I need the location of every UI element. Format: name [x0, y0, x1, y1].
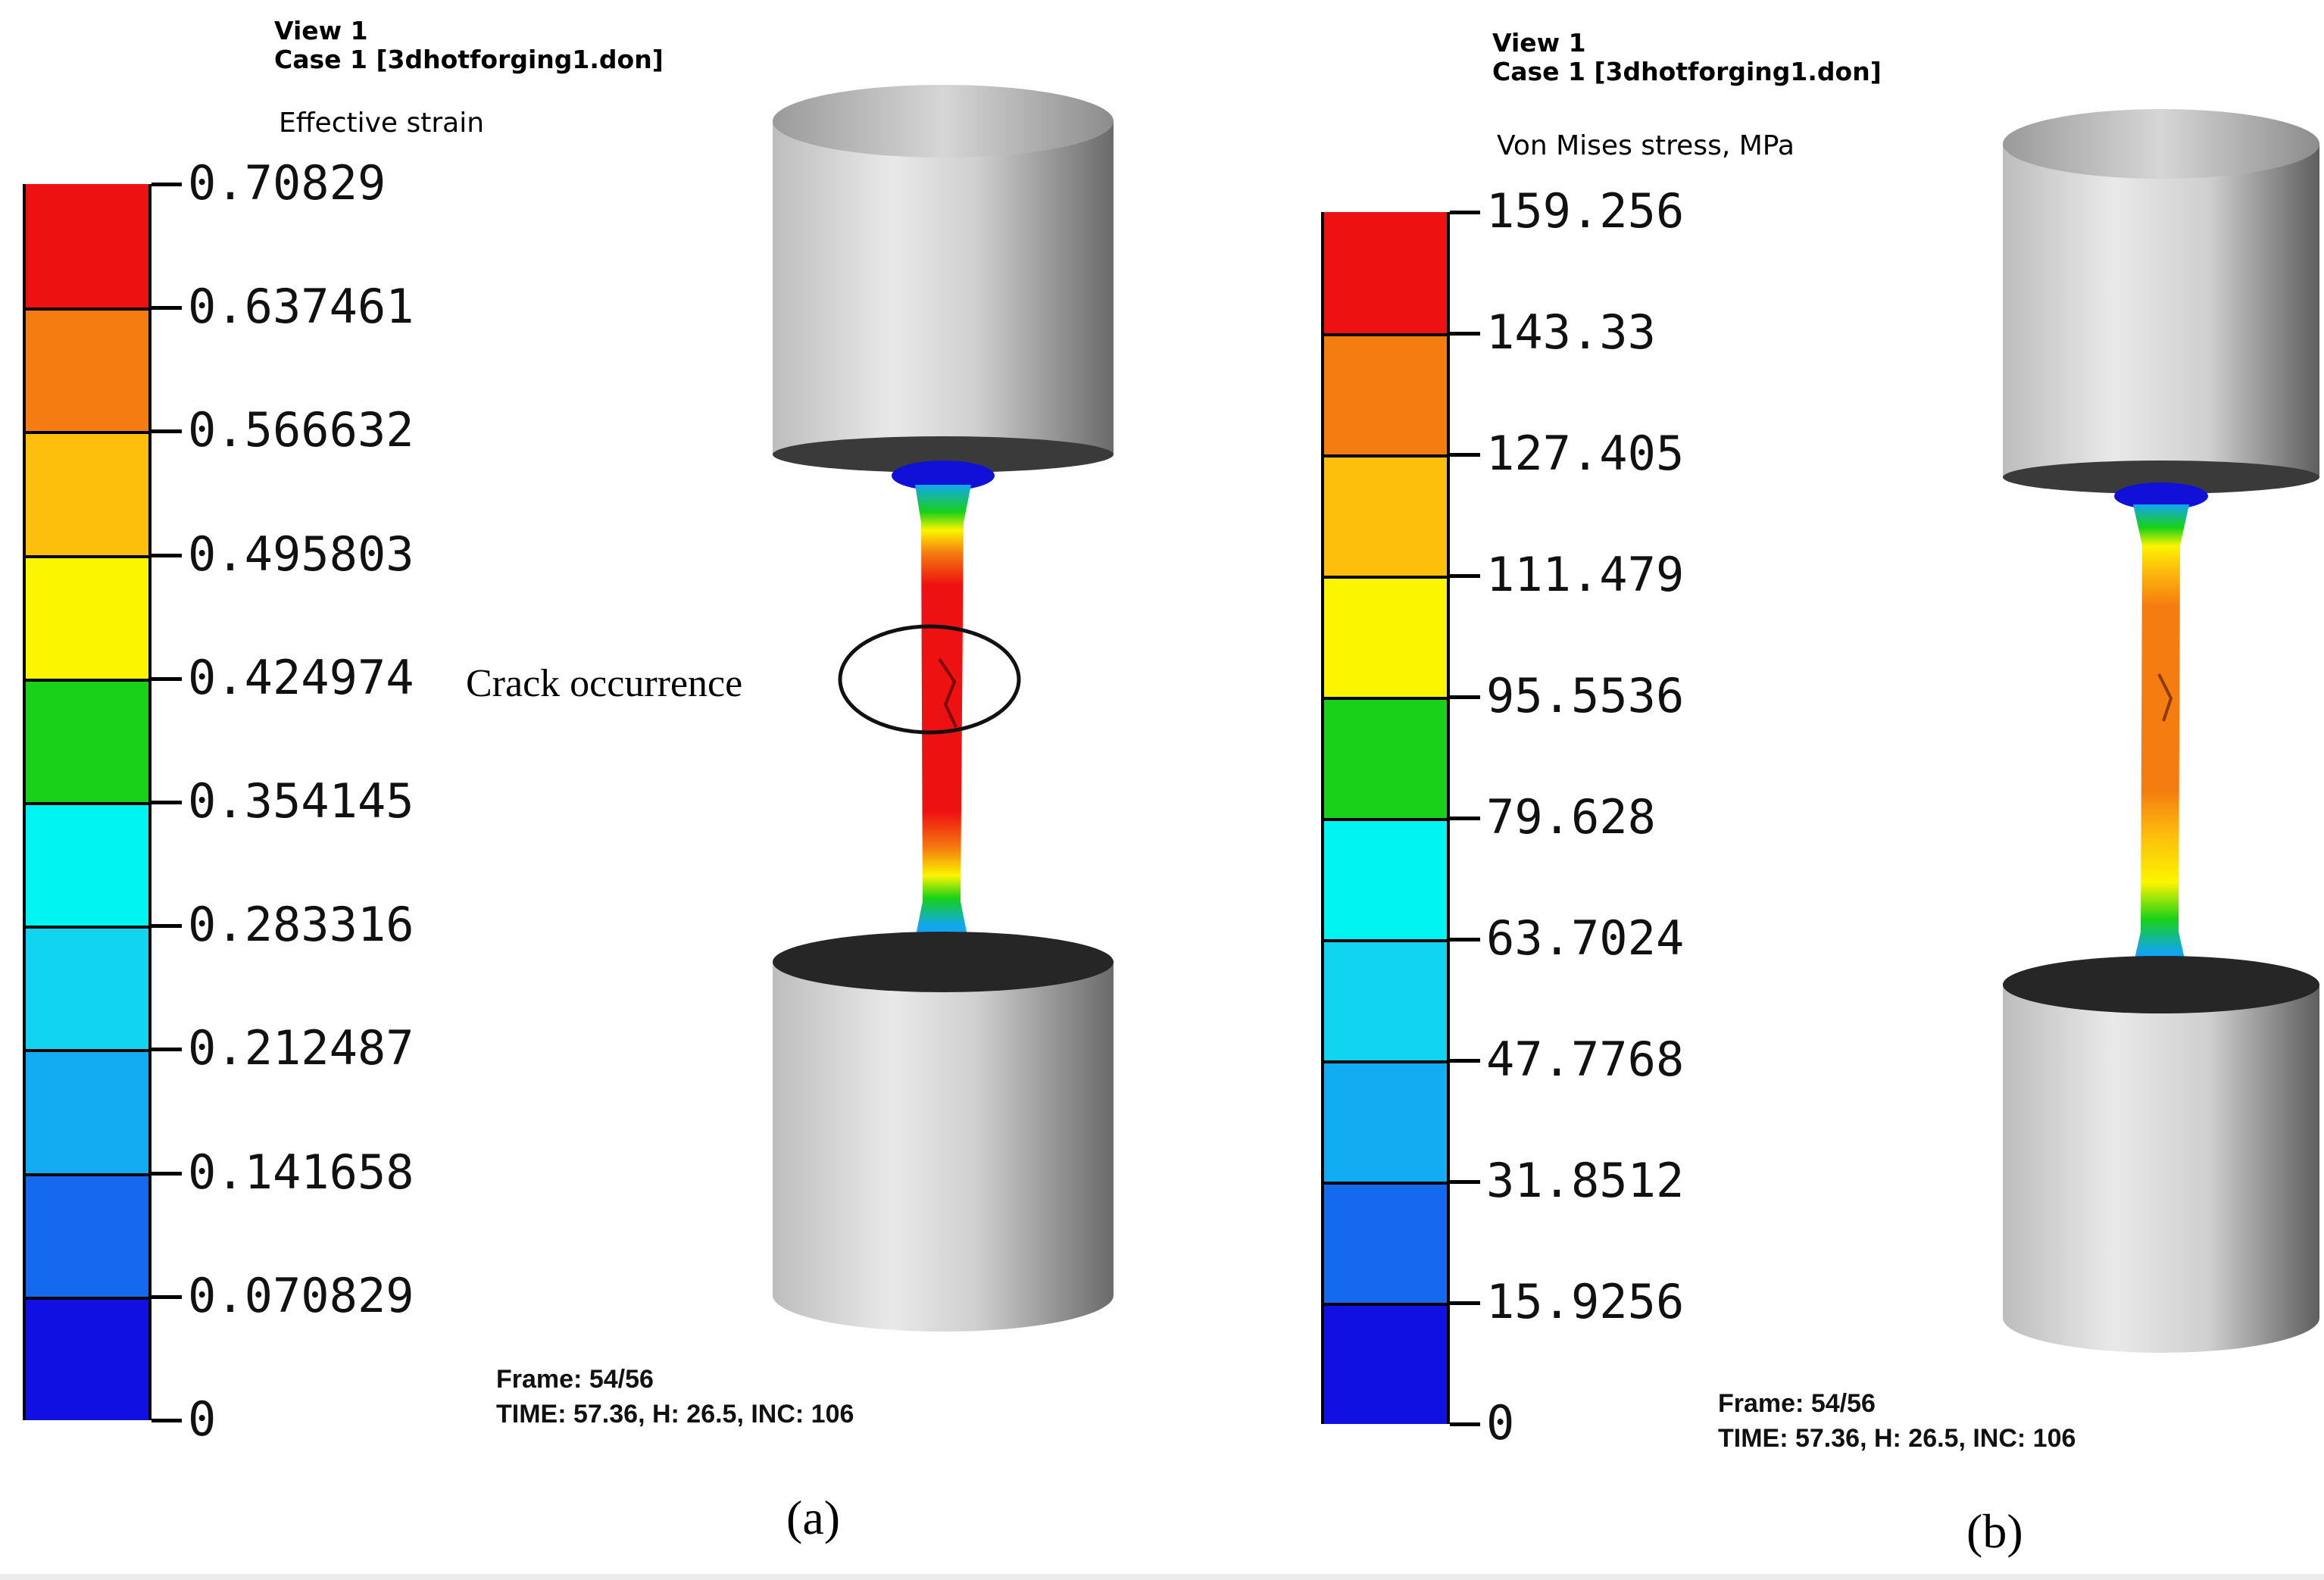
caption-a: (a) [786, 1491, 841, 1544]
legend-tick-label: 0.424974 [188, 649, 414, 705]
caption-b: (b) [1966, 1504, 2023, 1558]
time-label: TIME: 57.36, H: 26.5, INC: 106 [1718, 1424, 2076, 1453]
view-label: View 1 [1492, 28, 1586, 58]
legend-band [1324, 454, 1447, 576]
legend-band [26, 308, 148, 432]
legend-tick-label: 0.283316 [188, 897, 414, 953]
legend-band [26, 431, 148, 555]
frame-label: Frame: 54/56 [496, 1365, 654, 1394]
case-label: Case 1 [3dhotforging1.don] [1492, 57, 1882, 86]
time-label: TIME: 57.36, H: 26.5, INC: 106 [496, 1400, 854, 1429]
legend-tick-label: 0.354145 [188, 773, 414, 829]
legend-tick-label: 79.628 [1486, 789, 1656, 845]
legend-tick-label: 0.495803 [188, 526, 414, 582]
legend-tick [151, 429, 182, 434]
bottom-die [2003, 956, 2319, 1353]
legend-tick-label: 0 [1486, 1395, 1515, 1450]
specimen-model [2003, 109, 2319, 1353]
legend-tick [1450, 1059, 1480, 1063]
specimen-neck [890, 461, 996, 971]
specimen-neck [2111, 482, 2211, 991]
legend-tick [151, 801, 182, 804]
legend-tick-label: 0 [188, 1391, 217, 1447]
legend-tick [151, 1419, 182, 1422]
legend-tick [151, 183, 182, 186]
legend-tick-label: 95.5536 [1486, 668, 1685, 723]
frame-label: Frame: 54/56 [1718, 1389, 1876, 1418]
crack-ellipse-marker [838, 624, 1021, 735]
legend-tick [1450, 211, 1480, 214]
legend-tick-label: 127.405 [1486, 426, 1685, 481]
legend-band [1324, 1182, 1447, 1303]
legend-tick [1450, 574, 1480, 578]
legend-tick [151, 1171, 182, 1176]
legend-band [26, 1173, 148, 1297]
legend-tick [151, 924, 182, 929]
legend-band [1324, 333, 1447, 454]
legend-tick [1450, 1422, 1480, 1426]
legend-band [26, 1049, 148, 1173]
bottom-die [773, 932, 1114, 1332]
specimen-model [773, 85, 1114, 1332]
crack-annotation-label: Crack occurrence [466, 662, 743, 705]
top-die [2003, 109, 2319, 494]
legend-tick [1450, 332, 1480, 336]
legend-tick [1450, 1301, 1480, 1305]
legend-tick-label: 63.7024 [1486, 910, 1685, 966]
legend-tick [1450, 695, 1480, 699]
legend-band [1324, 818, 1447, 939]
legend-tick-label: 0.637461 [188, 279, 414, 335]
legend-tick-label: 31.8512 [1486, 1153, 1685, 1208]
bottom-divider [0, 1574, 2324, 1580]
panel-von-mises-stress: View 1 Case 1 [3dhotforging1.don] Von Mi… [1162, 0, 2324, 1580]
legend-tick-label: 159.256 [1486, 183, 1685, 239]
legend-band [26, 184, 148, 308]
legend-band [26, 926, 148, 1050]
legend-tick [1450, 817, 1480, 820]
color-legend [23, 184, 151, 1420]
legend-band [1324, 1303, 1447, 1424]
legend-band [26, 1296, 148, 1420]
panel-effective-strain: View 1 Case 1 [3dhotforging1.don] Effect… [23, 16, 1114, 1544]
legend-band [1324, 939, 1447, 1060]
legend-tick-label: 0.141658 [188, 1144, 414, 1200]
legend-band [26, 678, 148, 802]
legend-tick [151, 306, 182, 311]
legend-tick-label: 0.070829 [188, 1267, 414, 1323]
legend-band [1324, 212, 1447, 333]
case-label: Case 1 [3dhotforging1.don] [274, 45, 664, 74]
legend-tick [1450, 938, 1480, 941]
legend-tick-label: 0.212487 [188, 1020, 414, 1076]
view-label: View 1 [274, 16, 368, 45]
legend-band [26, 554, 148, 679]
legend-tick-label: 143.33 [1486, 304, 1656, 360]
legend-tick [1450, 1180, 1480, 1184]
top-die [773, 85, 1114, 473]
quantity-label: Effective strain [279, 108, 485, 139]
quantity-label: Von Mises stress, MPa [1497, 130, 1795, 161]
legend-tick [151, 553, 182, 557]
legend-tick [1450, 453, 1480, 457]
legend-tick [151, 676, 182, 681]
legend-band [1324, 576, 1447, 697]
legend-tick-label: 0.566632 [188, 402, 414, 458]
legend-tick-label: 111.479 [1486, 547, 1685, 602]
legend-band [1324, 697, 1447, 818]
legend-tick-label: 47.7768 [1486, 1032, 1685, 1087]
legend-tick [151, 1048, 182, 1052]
legend-band [1324, 1060, 1447, 1182]
legend-tick-label: 0.70829 [188, 155, 386, 211]
color-legend [1321, 212, 1450, 1424]
legend-band [26, 802, 148, 926]
legend-tick-label: 15.9256 [1486, 1274, 1685, 1329]
legend-tick [151, 1294, 182, 1299]
